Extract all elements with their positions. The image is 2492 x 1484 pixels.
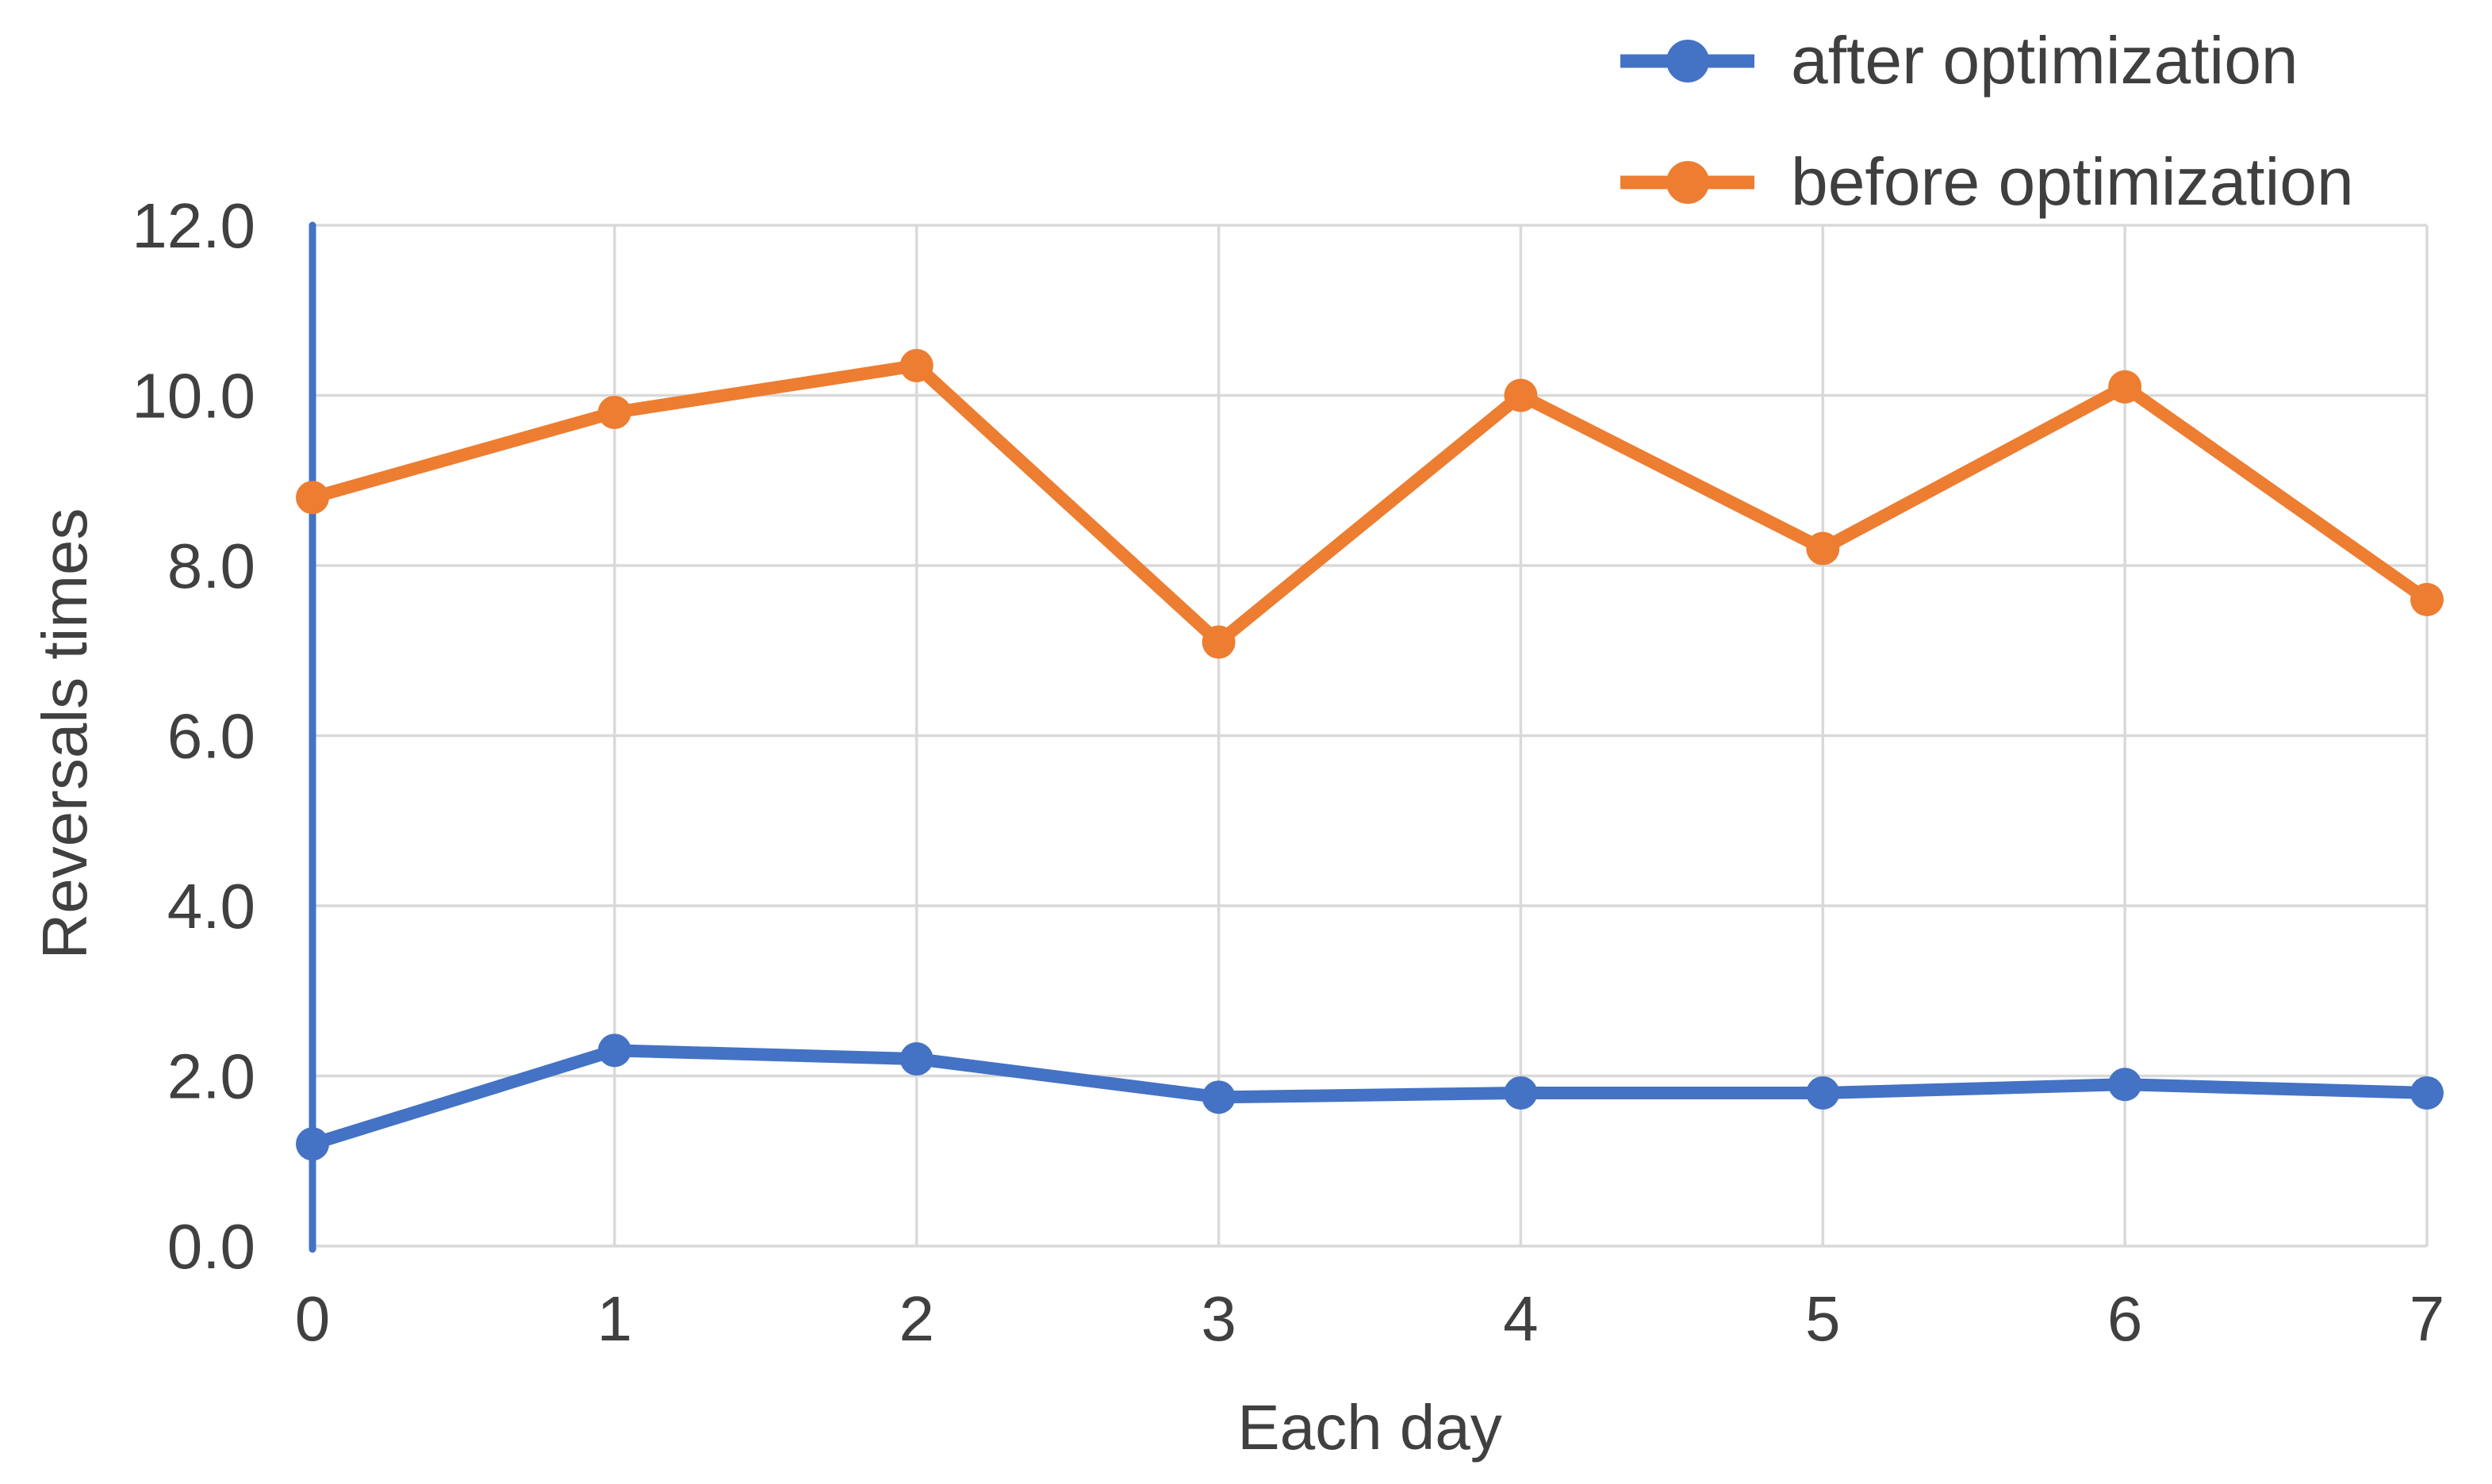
data-point-after-optimization — [1806, 1076, 1840, 1110]
data-point-after-optimization — [597, 1033, 631, 1068]
data-point-before-optimization — [1202, 625, 1236, 659]
legend-marker-line-icon — [1620, 39, 1754, 82]
data-point-after-optimization — [1504, 1076, 1538, 1110]
x-tick-label: 4 — [1503, 1283, 1539, 1354]
y-tick-label: 4.0 — [167, 871, 255, 941]
data-point-after-optimization — [1202, 1080, 1236, 1114]
data-point-before-optimization — [2410, 582, 2444, 616]
legend-item-after-optimization: after optimization — [1618, 0, 2354, 121]
x-tick-label: 7 — [2410, 1283, 2445, 1354]
data-point-before-optimization — [899, 348, 934, 382]
data-point-before-optimization — [1806, 531, 1840, 566]
data-point-before-optimization — [1504, 378, 1538, 412]
y-tick-label: 0.0 — [167, 1211, 255, 1282]
x-tick-label: 6 — [2107, 1283, 2143, 1354]
x-tick-label: 1 — [597, 1283, 633, 1354]
x-axis-title: Each day — [1237, 1392, 1502, 1463]
legend-label: before optimization — [1791, 144, 2354, 219]
data-point-after-optimization — [899, 1042, 934, 1076]
legend-label: after optimization — [1791, 23, 2298, 98]
data-point-after-optimization — [296, 1127, 329, 1161]
series-line-before-optimization — [306, 359, 2433, 649]
y-axis-title: Reversals times — [29, 508, 100, 960]
x-tick-label: 3 — [1201, 1283, 1236, 1354]
data-point-before-optimization — [597, 395, 631, 429]
legend-marker-line-icon — [1620, 160, 1754, 204]
series-line-after-optimization — [306, 1044, 2433, 1151]
y-tick-label: 12.0 — [132, 190, 255, 261]
x-tick-label: 0 — [295, 1283, 331, 1354]
x-tick-label: 2 — [899, 1283, 934, 1354]
y-tick-label: 6.0 — [167, 701, 255, 772]
data-point-after-optimization — [2108, 1068, 2142, 1102]
y-tick-label: 10.0 — [132, 361, 255, 431]
x-tick-label: 5 — [1805, 1283, 1841, 1354]
y-tick-label: 8.0 — [167, 531, 255, 601]
data-point-after-optimization — [2410, 1076, 2444, 1110]
y-tick-label: 2.0 — [167, 1041, 255, 1112]
data-point-before-optimization — [296, 481, 329, 515]
data-point-before-optimization — [2108, 370, 2142, 404]
legend-item-before-optimization: before optimization — [1618, 121, 2354, 243]
legend: after optimization before optimization — [1618, 0, 2354, 243]
